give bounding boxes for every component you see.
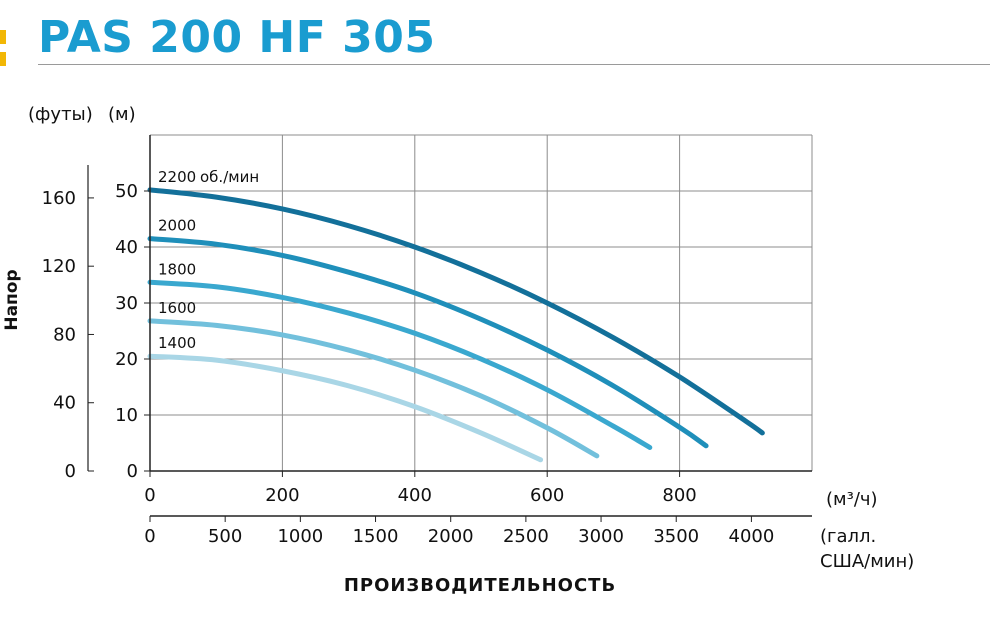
x-secondary-tick-label: 2000 bbox=[428, 526, 474, 547]
performance-curves bbox=[147, 187, 765, 463]
rpm-unit-label: об./мин bbox=[200, 168, 259, 186]
y-tick-label: 0 bbox=[127, 461, 138, 482]
y-secondary-tick-label: 40 bbox=[53, 393, 76, 414]
curve-label-2000: 2000 bbox=[158, 217, 196, 235]
curve-1600-rpm bbox=[147, 318, 600, 459]
x-unit-secondary-line2: США/мин) bbox=[820, 551, 914, 572]
curve-label-1800: 1800 bbox=[158, 260, 196, 278]
y-tick-label: 50 bbox=[115, 181, 138, 202]
y-axis-title: Напор bbox=[2, 269, 22, 330]
x-secondary-tick-label: 3000 bbox=[578, 526, 624, 547]
y-secondary-tick-label: 120 bbox=[42, 256, 76, 277]
x-secondary-tick-label: 1500 bbox=[353, 526, 399, 547]
title-divider bbox=[38, 64, 990, 65]
x-unit-secondary-line1: (галл. bbox=[820, 526, 876, 547]
y-unit-secondary: (футы) bbox=[28, 104, 93, 125]
x-secondary-tick-label: 2500 bbox=[503, 526, 549, 547]
curve-1800-rpm bbox=[147, 279, 653, 450]
curve-label-1600: 1600 bbox=[158, 299, 196, 317]
x-tick-label: 400 bbox=[398, 485, 432, 506]
x-secondary-tick-label: 0 bbox=[144, 526, 155, 547]
curve-labels: 2200 об./мин 2000 1800 1600 1400 bbox=[158, 168, 259, 352]
curve-2200-rpm bbox=[147, 187, 765, 436]
x-secondary-tick-label: 500 bbox=[208, 526, 242, 547]
x-tick-label: 200 bbox=[265, 485, 299, 506]
y-unit-primary: (м) bbox=[108, 104, 136, 125]
brand-logo-fragment bbox=[0, 30, 6, 66]
grid bbox=[150, 134, 813, 471]
x-secondary-tick-label: 1000 bbox=[277, 526, 323, 547]
y-secondary-tick-label: 0 bbox=[65, 461, 76, 482]
page-title: PAS 200 HF 305 bbox=[38, 12, 436, 63]
x-secondary-tick-label: 4000 bbox=[729, 526, 775, 547]
x-axis-title: ПРОИЗВОДИТЕЛЬНОСТЬ bbox=[344, 575, 616, 596]
x-unit-primary: (м³/ч) bbox=[826, 489, 878, 510]
x-tick-label: 800 bbox=[662, 485, 696, 506]
x-tick-label: 0 bbox=[144, 485, 155, 506]
curve-1400-rpm bbox=[147, 353, 544, 463]
y-tick-label: 30 bbox=[115, 293, 138, 314]
curve-label-2200: 2200 bbox=[158, 168, 196, 186]
y-secondary-tick-label: 80 bbox=[53, 324, 76, 345]
curve-label-1400: 1400 bbox=[158, 334, 196, 352]
x-tick-label: 600 bbox=[530, 485, 564, 506]
y-tick-label: 20 bbox=[115, 349, 138, 370]
y-tick-label: 10 bbox=[115, 405, 138, 426]
curve-2000-rpm bbox=[147, 236, 709, 449]
x-secondary-tick-label: 3500 bbox=[653, 526, 699, 547]
y-tick-label: 40 bbox=[115, 237, 138, 258]
y-secondary-tick-label: 160 bbox=[42, 188, 76, 209]
